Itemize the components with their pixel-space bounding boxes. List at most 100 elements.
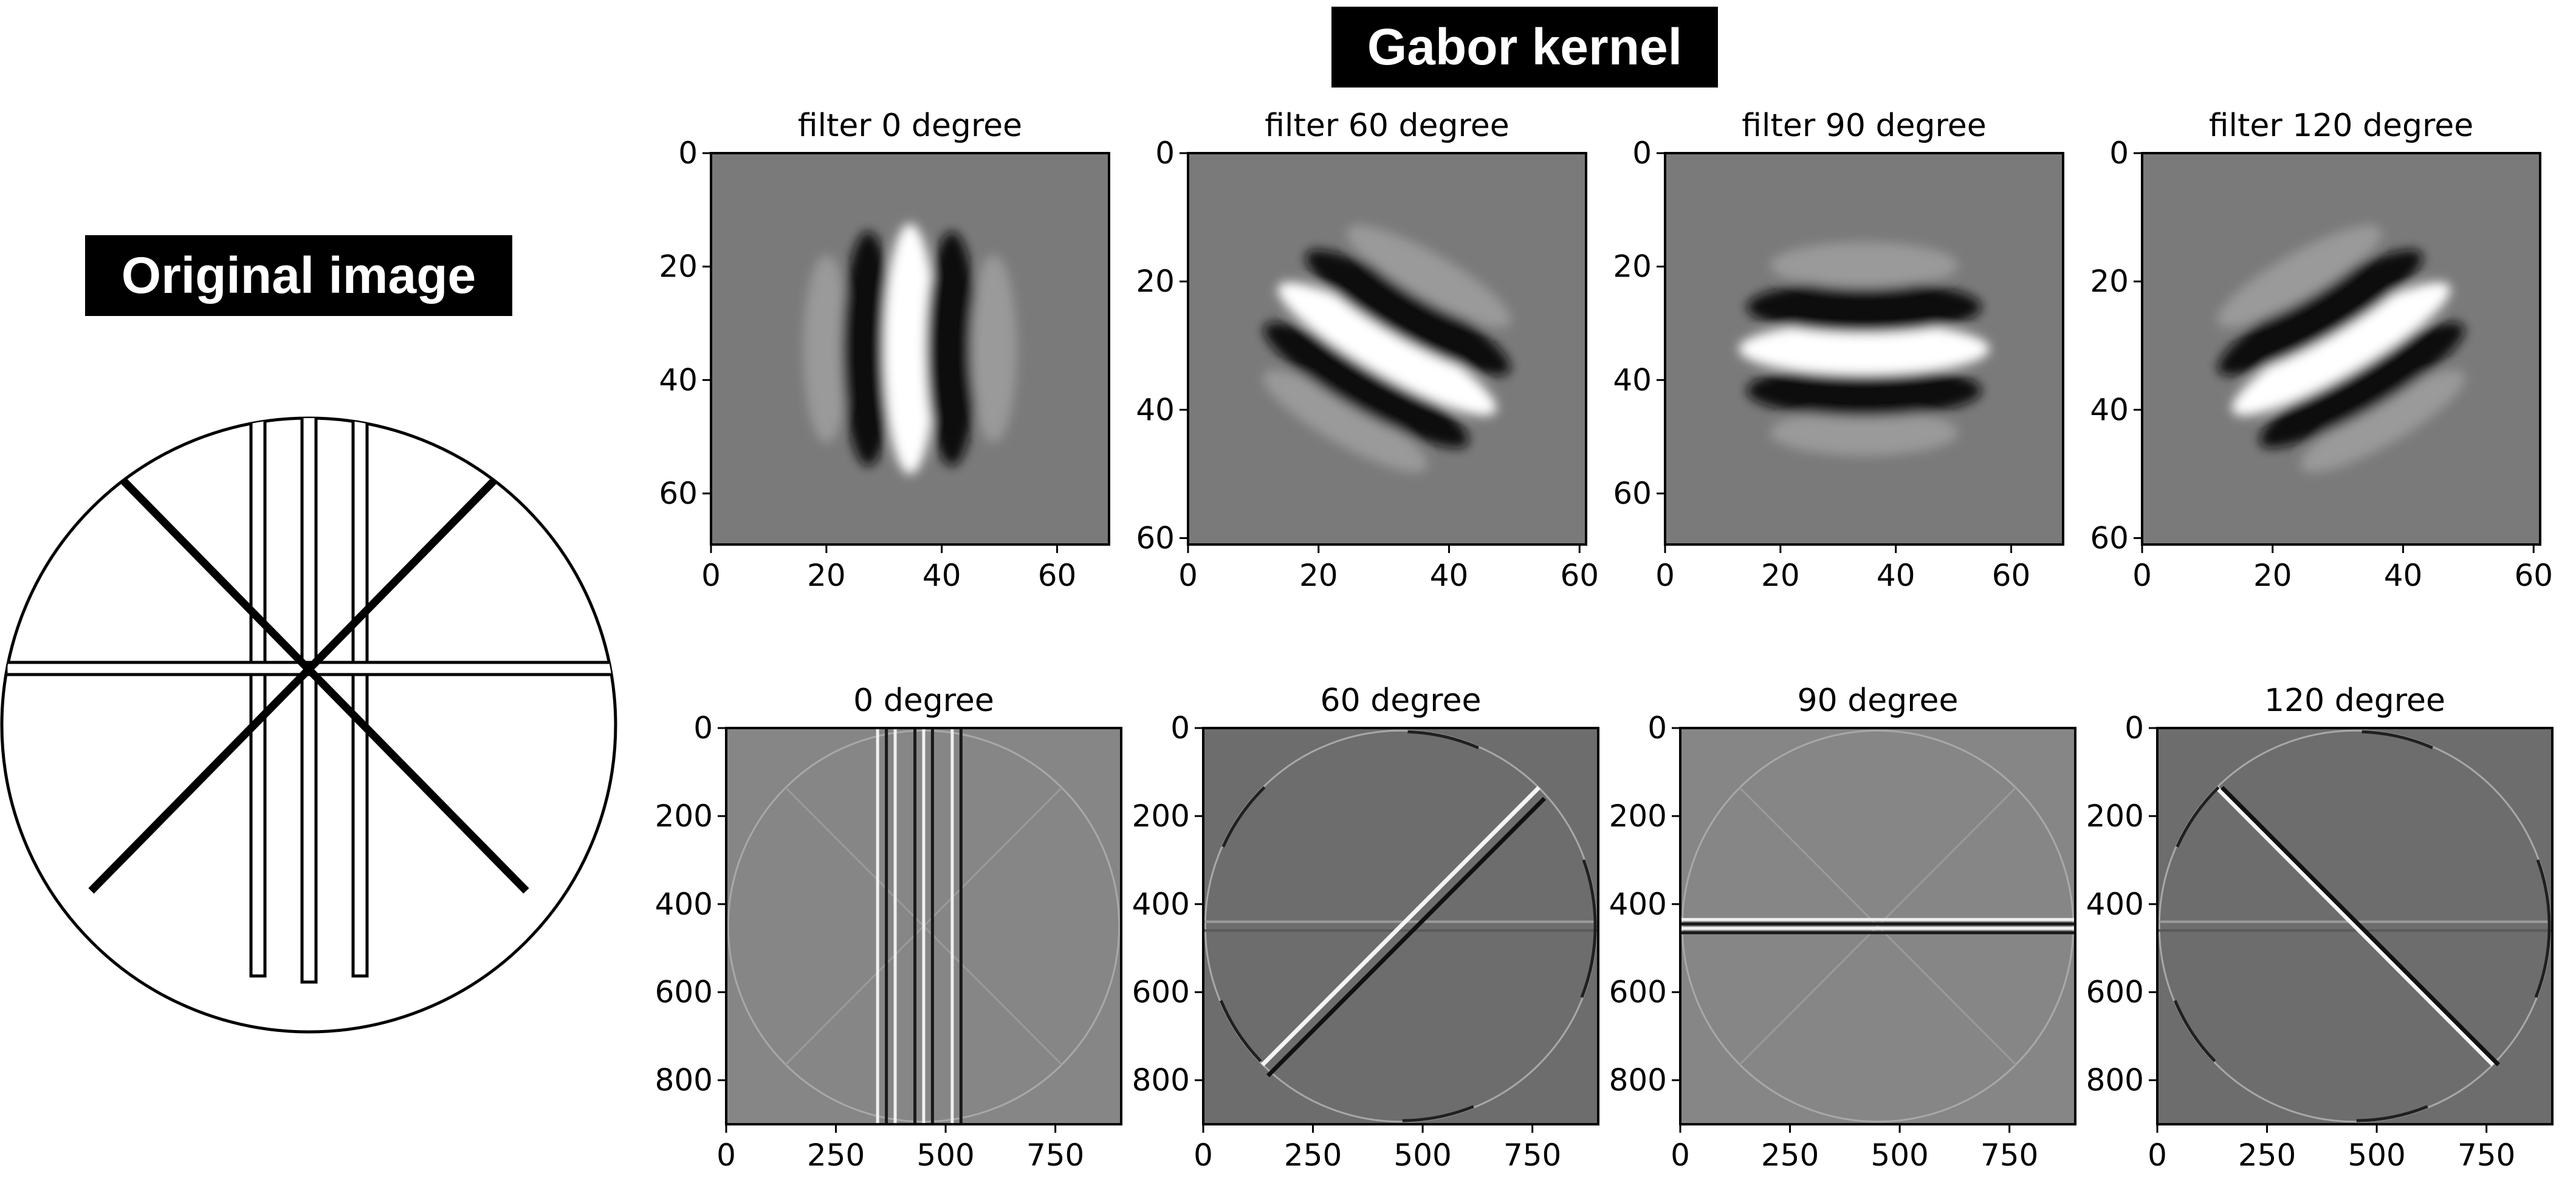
kernel-lobe [926, 231, 978, 467]
diagonal-edge-response-dark [2221, 786, 2500, 1067]
kernel-90-xtick-label: 20 [1761, 558, 1800, 593]
kernel-0-title: filter 0 degree [798, 108, 1022, 144]
response-120-ytick-label: 400 [2086, 887, 2144, 922]
kernel-lobe [1305, 250, 1511, 376]
response-90-ytick-label: 200 [1609, 799, 1667, 834]
kernel-panel-0: filter 0 degree 0 20 40 60 0 20 40 60 [659, 108, 1110, 593]
response-90-ytick-label: 600 [1609, 975, 1667, 1010]
response-120-ytick-label: 0 [2124, 710, 2144, 746]
kernel-120-ytick-label: 0 [2109, 136, 2129, 171]
response-90-title: 90 degree [1798, 682, 1959, 719]
kernel-lobe [1347, 225, 1511, 328]
response-0-ytick-label: 600 [655, 975, 713, 1010]
response-content [727, 728, 1121, 1124]
kernel-lobe [2217, 250, 2423, 376]
circle-edge-response [1204, 730, 1597, 1122]
diagonal-line-b [88, 445, 529, 894]
faint-diagonal [1739, 786, 2017, 1066]
kernel-90-xtick-label: 40 [1877, 558, 1915, 593]
kernel-pattern [1739, 242, 1990, 456]
kernel-120-frame [2141, 152, 2541, 546]
response-panel-90: 90 degree 0 250 500 750 0 200 400 600 800 [1609, 682, 2076, 1173]
response-90-ytick-label: 800 [1609, 1063, 1667, 1098]
kernel-120-xtick-label: 60 [2514, 558, 2553, 593]
response-content [1680, 729, 2075, 1123]
kernel-lobe [803, 255, 850, 443]
kernel-120-xtick-label: 0 [2132, 558, 2152, 593]
response-120-title: 120 degree [2264, 682, 2445, 719]
response-panel-0: 0 degree 0 250 500 750 0 200 400 600 800 [655, 682, 1122, 1173]
response-content [2157, 729, 2552, 1123]
diagonal-edge-response-light [2215, 786, 2495, 1067]
kernel-lobe [842, 231, 895, 467]
response-0-ytick-label: 0 [693, 710, 713, 746]
response-0-title: 0 degree [853, 682, 994, 719]
response-0-xtick-label: 250 [807, 1138, 865, 1173]
kernel-60-xtick-label: 20 [1299, 558, 1338, 593]
kernel-0-ytick-label: 60 [659, 476, 698, 511]
response-0-xtick-label: 0 [716, 1138, 736, 1173]
circle-edge-response [2159, 730, 2551, 1122]
kernel-60-ytick-label: 20 [1136, 264, 1175, 299]
response-0-ytick-label: 400 [655, 887, 713, 922]
kernel-lobe [2259, 322, 2465, 448]
response-120-xtick-label: 0 [2148, 1138, 2167, 1173]
response-0-xtick-label: 500 [916, 1138, 974, 1173]
response-0-xtick-label: 750 [1026, 1138, 1084, 1173]
kernel-60-ytick-label: 40 [1136, 392, 1175, 427]
response-60-ytick-label: 0 [1170, 710, 1190, 746]
kernel-90-xtick-label: 60 [1992, 558, 2031, 593]
kernel-0-ytick-label: 0 [678, 136, 698, 171]
kernel-90-ytick-label: 0 [1632, 136, 1652, 171]
kernel-0-xtick-label: 20 [807, 558, 846, 593]
response-60-xtick-label: 500 [1393, 1138, 1451, 1173]
kernel-60-ytick-label: 0 [1155, 136, 1175, 171]
original-image-drawing [0, 416, 617, 1034]
response-90-xtick-label: 750 [1980, 1138, 2038, 1173]
original-image-label: Original image [85, 235, 512, 316]
kernel-0-xtick-label: 60 [1038, 558, 1077, 593]
response-120-ytick-label: 800 [2086, 1063, 2144, 1098]
kernel-60-ytick-label: 60 [1136, 520, 1175, 555]
kernel-pattern [1263, 225, 1511, 473]
kernel-lobe [884, 223, 936, 475]
response-90-frame [1679, 727, 2076, 1125]
response-90-xtick-label: 0 [1671, 1138, 1690, 1173]
response-120-ytick-label: 600 [2086, 975, 2144, 1010]
kernel-pattern [803, 223, 1017, 475]
kernel-90-frame [1664, 152, 2064, 546]
kernel-120-ytick-label: 20 [2090, 264, 2129, 299]
kernel-lobe [1747, 281, 1982, 333]
response-60-title: 60 degree [1321, 682, 1482, 719]
kernel-90-title: filter 90 degree [1742, 108, 1986, 144]
response-90-ytick-label: 400 [1609, 887, 1667, 922]
response-0-frame [725, 727, 1122, 1125]
kernel-0-ytick-label: 20 [659, 249, 698, 284]
kernel-lobe [2301, 370, 2465, 473]
response-60-frame [1202, 727, 1599, 1125]
response-120-ytick-label: 200 [2086, 799, 2144, 834]
response-120-xtick-label: 500 [2348, 1138, 2405, 1173]
kernel-0-xtick-label: 40 [922, 558, 961, 593]
response-60-xtick-label: 0 [1194, 1138, 1213, 1173]
response-90-xtick-label: 500 [1870, 1138, 1928, 1173]
response-60-ytick-label: 800 [1132, 1063, 1190, 1098]
kernel-lobe [1263, 322, 1469, 448]
kernel-lobe [970, 255, 1017, 443]
kernel-90-ytick-label: 40 [1613, 362, 1652, 397]
kernel-pattern [2217, 225, 2465, 473]
response-panel-120: 120 degree 0 250 500 750 0 200 400 600 800 [2086, 682, 2554, 1173]
response-60-ytick-label: 400 [1132, 887, 1190, 922]
response-60-xtick-label: 750 [1503, 1138, 1561, 1173]
kernel-90-ytick-label: 60 [1613, 476, 1652, 511]
response-120-xtick-label: 750 [2458, 1138, 2515, 1173]
kernel-90-xtick-label: 0 [1655, 558, 1675, 593]
response-120-xtick-label: 250 [2238, 1138, 2296, 1173]
kernel-120-title: filter 120 degree [2209, 108, 2474, 144]
response-content [1203, 729, 1598, 1123]
kernel-lobe [1277, 282, 1497, 416]
kernel-0-xtick-label: 0 [701, 558, 721, 593]
